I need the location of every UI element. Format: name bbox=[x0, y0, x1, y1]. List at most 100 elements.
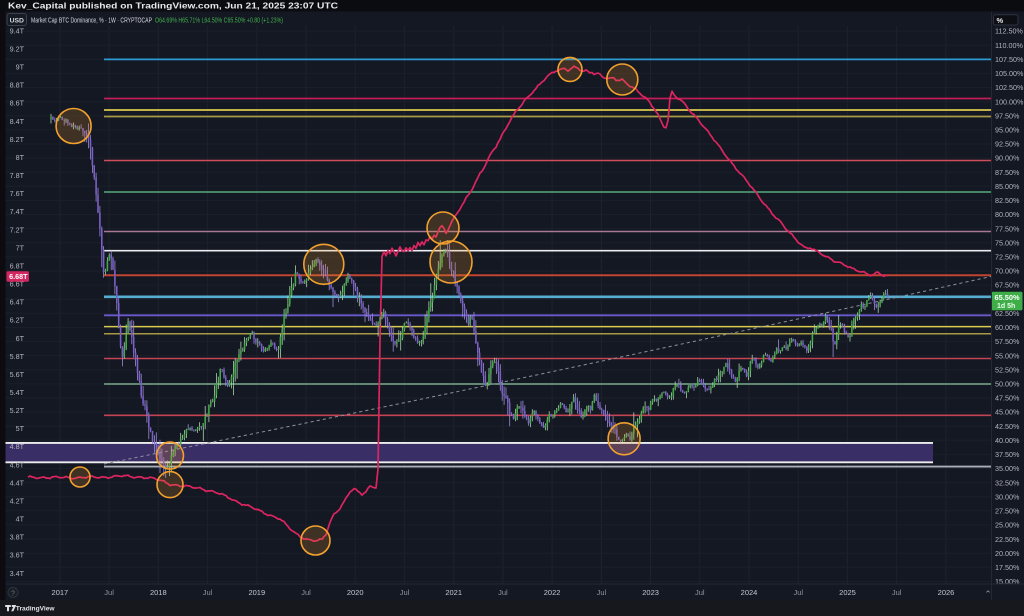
svg-text:Market Cap BTC Dominance, % ·: Market Cap BTC Dominance, % · 1W · CRYPT… bbox=[31, 16, 152, 25]
svg-text:6.6T: 6.6T bbox=[10, 280, 25, 289]
svg-text:6.8T: 6.8T bbox=[10, 261, 25, 270]
svg-text:77.50%: 77.50% bbox=[995, 224, 1020, 233]
svg-text:22.50%: 22.50% bbox=[995, 535, 1020, 544]
svg-text:2022: 2022 bbox=[544, 588, 561, 597]
svg-text:90.00%: 90.00% bbox=[995, 154, 1020, 163]
svg-text:USD: USD bbox=[10, 17, 24, 24]
svg-text:42.50%: 42.50% bbox=[995, 422, 1020, 431]
svg-text:5.6T: 5.6T bbox=[10, 370, 25, 379]
svg-text:3.6T: 3.6T bbox=[10, 551, 25, 560]
svg-text:100.00%: 100.00% bbox=[995, 97, 1024, 106]
svg-text:9.2T: 9.2T bbox=[10, 45, 25, 54]
svg-text:Jul: Jul bbox=[498, 588, 508, 597]
svg-text:37.50%: 37.50% bbox=[995, 450, 1020, 459]
svg-text:5.2T: 5.2T bbox=[10, 406, 25, 415]
svg-text:57.50%: 57.50% bbox=[995, 337, 1020, 346]
svg-text:67.50%: 67.50% bbox=[995, 281, 1020, 290]
svg-text:52.50%: 52.50% bbox=[995, 365, 1020, 374]
svg-text:30.00%: 30.00% bbox=[995, 492, 1020, 501]
svg-text:70.00%: 70.00% bbox=[995, 267, 1020, 276]
svg-text:Jul: Jul bbox=[104, 588, 114, 597]
svg-text:8.8T: 8.8T bbox=[10, 81, 25, 90]
svg-text:107.50%: 107.50% bbox=[995, 55, 1024, 64]
svg-text:87.50%: 87.50% bbox=[995, 168, 1020, 177]
svg-text:47.50%: 47.50% bbox=[995, 394, 1020, 403]
svg-text:2026: 2026 bbox=[938, 588, 955, 597]
svg-text:%: % bbox=[996, 16, 1003, 25]
svg-text:92.50%: 92.50% bbox=[995, 140, 1020, 149]
svg-text:110.00%: 110.00% bbox=[995, 41, 1023, 50]
svg-text:112.50%: 112.50% bbox=[995, 27, 1023, 36]
svg-text:85.00%: 85.00% bbox=[995, 182, 1020, 191]
svg-text:15.00%: 15.00% bbox=[995, 577, 1020, 586]
svg-text:9.4T: 9.4T bbox=[10, 26, 25, 35]
svg-text:4T: 4T bbox=[16, 515, 25, 524]
svg-text:8T: 8T bbox=[16, 153, 25, 162]
svg-text:27.50%: 27.50% bbox=[995, 507, 1020, 516]
svg-text:25.00%: 25.00% bbox=[995, 521, 1020, 530]
svg-text:6T: 6T bbox=[16, 334, 25, 343]
svg-text:7.6T: 7.6T bbox=[10, 189, 25, 198]
svg-text:62.50%: 62.50% bbox=[995, 309, 1020, 318]
svg-text:Jul: Jul bbox=[695, 588, 705, 597]
svg-text:3.4T: 3.4T bbox=[10, 569, 25, 578]
svg-text:2024: 2024 bbox=[741, 588, 758, 597]
svg-text:Jul: Jul bbox=[597, 588, 607, 597]
svg-text:7T: 7T bbox=[16, 243, 25, 252]
svg-text:40.00%: 40.00% bbox=[995, 436, 1020, 445]
svg-text:32.50%: 32.50% bbox=[995, 478, 1020, 487]
svg-text:TradingView: TradingView bbox=[16, 606, 56, 613]
svg-text:8.6T: 8.6T bbox=[10, 99, 25, 108]
svg-text:6.2T: 6.2T bbox=[10, 316, 25, 325]
svg-text:?: ? bbox=[11, 590, 15, 597]
svg-text:82.50%: 82.50% bbox=[995, 196, 1020, 205]
svg-text:55.00%: 55.00% bbox=[995, 351, 1020, 360]
svg-text:4.2T: 4.2T bbox=[10, 497, 25, 506]
svg-text:Jul: Jul bbox=[400, 588, 410, 597]
svg-text:2017: 2017 bbox=[52, 588, 69, 597]
svg-text:45.00%: 45.00% bbox=[995, 408, 1020, 417]
svg-text:Jul: Jul bbox=[892, 588, 902, 597]
svg-text:8.4T: 8.4T bbox=[10, 117, 25, 126]
svg-text:7.2T: 7.2T bbox=[10, 225, 25, 234]
svg-text:4.8T: 4.8T bbox=[10, 442, 25, 451]
svg-text:50.00%: 50.00% bbox=[995, 380, 1020, 389]
svg-text:105.00%: 105.00% bbox=[995, 69, 1024, 78]
svg-text:9T: 9T bbox=[16, 63, 25, 72]
svg-text:35.00%: 35.00% bbox=[995, 464, 1020, 473]
svg-text:5.4T: 5.4T bbox=[10, 388, 25, 397]
svg-text:Jul: Jul bbox=[203, 588, 213, 597]
svg-text:102.50%: 102.50% bbox=[995, 83, 1024, 92]
svg-text:97.50%: 97.50% bbox=[995, 111, 1020, 120]
svg-text:72.50%: 72.50% bbox=[995, 253, 1020, 262]
svg-text:75.00%: 75.00% bbox=[995, 238, 1020, 247]
svg-text:17.50%: 17.50% bbox=[995, 563, 1020, 572]
svg-text:Kev_Capital published on Tradi: Kev_Capital published on TradingView.com… bbox=[8, 1, 338, 11]
svg-text:⌃: ⌃ bbox=[984, 589, 992, 599]
svg-text:2023: 2023 bbox=[642, 588, 659, 597]
svg-text:1d 5h: 1d 5h bbox=[997, 303, 1015, 310]
svg-text:5.8T: 5.8T bbox=[10, 352, 25, 361]
svg-text:4.6T: 4.6T bbox=[10, 460, 25, 469]
svg-text:65.50%: 65.50% bbox=[995, 293, 1020, 302]
svg-text:95.00%: 95.00% bbox=[995, 126, 1020, 135]
svg-text:2020: 2020 bbox=[347, 588, 364, 597]
svg-text:6.68T: 6.68T bbox=[9, 272, 28, 281]
svg-text:3.8T: 3.8T bbox=[10, 533, 25, 542]
svg-text:2021: 2021 bbox=[445, 588, 462, 597]
svg-text:Jul: Jul bbox=[794, 588, 804, 597]
svg-text:4.4T: 4.4T bbox=[10, 478, 25, 487]
svg-text:2018: 2018 bbox=[150, 588, 167, 597]
svg-text:2019: 2019 bbox=[248, 588, 265, 597]
svg-text:6.4T: 6.4T bbox=[10, 298, 25, 307]
svg-text:7.8T: 7.8T bbox=[10, 171, 25, 180]
svg-text:80.00%: 80.00% bbox=[995, 210, 1020, 219]
svg-text:20.00%: 20.00% bbox=[995, 549, 1020, 558]
svg-text:60.00%: 60.00% bbox=[995, 323, 1020, 332]
svg-text:5T: 5T bbox=[16, 424, 25, 433]
svg-text:8.2T: 8.2T bbox=[10, 135, 25, 144]
svg-text:O64.69% H65.71% L64.50% C65.50: O64.69% H65.71% L64.50% C65.50% +0.80 (+… bbox=[155, 16, 283, 25]
svg-text:Jul: Jul bbox=[301, 588, 311, 597]
svg-text:7.4T: 7.4T bbox=[10, 207, 25, 216]
svg-text:2025: 2025 bbox=[839, 588, 856, 597]
